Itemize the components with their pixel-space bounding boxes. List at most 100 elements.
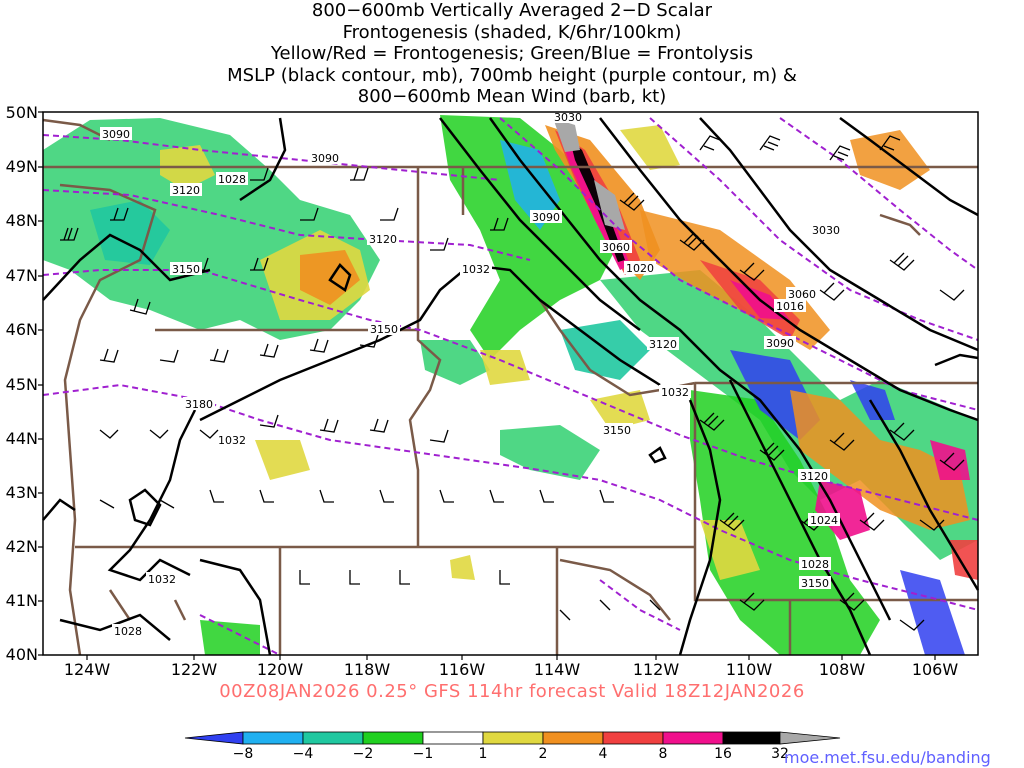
- colorbar-label: 16: [714, 746, 732, 762]
- height-label: 3150: [799, 576, 831, 590]
- svg-text:3090: 3090: [532, 211, 560, 224]
- colorbar-label: 32: [771, 746, 789, 762]
- mslp-label: 1032: [659, 385, 691, 399]
- frontogenesis-region: [930, 440, 970, 480]
- political-borders: [42, 118, 978, 656]
- lat-label: 40N: [5, 645, 38, 664]
- lat-label: 50N: [5, 103, 38, 122]
- svg-text:3120: 3120: [649, 338, 677, 351]
- svg-text:3030: 3030: [812, 224, 840, 237]
- colorbar-label: −8: [232, 746, 254, 762]
- height-label: 3060: [600, 240, 632, 254]
- frontogenesis-region: [850, 130, 930, 190]
- lon-label: 106W: [911, 660, 959, 679]
- svg-text:3090: 3090: [311, 152, 339, 165]
- lat-label: 43N: [5, 483, 38, 502]
- svg-text:1032: 1032: [661, 386, 689, 399]
- lat-label: 48N: [5, 211, 38, 230]
- lon-label: 116W: [438, 660, 486, 679]
- title-line-2: Frontogenesis (shaded, K/6hr/100km): [342, 21, 682, 43]
- colorbar-label: 1: [478, 746, 488, 762]
- colorbar-label: −1: [412, 746, 434, 762]
- height-label: 3060: [786, 287, 818, 301]
- lon-label: 122W: [170, 660, 218, 679]
- frontogenesis-region: [594, 180, 625, 230]
- svg-text:1016: 1016: [776, 300, 804, 313]
- lat-label: 47N: [5, 266, 38, 285]
- contour-labels: 1028 1032 1032 1032 1032 1028 1020 1016 …: [100, 110, 842, 638]
- svg-text:1032: 1032: [218, 434, 246, 447]
- svg-text:3120: 3120: [369, 233, 397, 246]
- colorbar-cell: [542, 731, 604, 745]
- height-label: 3090: [309, 151, 341, 165]
- title-line-4: MSLP (black contour, mb), 700mb height (…: [227, 64, 797, 86]
- frontogenesis-region: [790, 390, 970, 530]
- mslp-label: 1028: [799, 557, 831, 571]
- svg-text:1020: 1020: [626, 262, 654, 275]
- lat-label: 41N: [5, 591, 38, 610]
- frontolysis-region: [690, 390, 880, 655]
- height-label: 3150: [601, 423, 633, 437]
- height-label: 3150: [368, 322, 400, 336]
- frontolysis-region: [90, 200, 170, 265]
- mslp-contours: [42, 116, 980, 656]
- lat-label: 49N: [5, 157, 38, 176]
- lon-label: 112W: [632, 660, 680, 679]
- frontogenesis-region: [620, 125, 680, 170]
- svg-text:1028: 1028: [801, 558, 829, 571]
- frontolysis-region: [500, 140, 560, 230]
- lat-label: 45N: [5, 375, 38, 394]
- colorbar-label: 8: [658, 746, 668, 762]
- colorbar-cell: [242, 731, 304, 745]
- lon-label: 120W: [256, 660, 304, 679]
- lon-label: 124W: [63, 660, 111, 679]
- height-label: 3180: [183, 397, 215, 411]
- colorbar-cell: [482, 731, 544, 745]
- svg-text:3030: 3030: [554, 111, 582, 124]
- colorbar-cell: [722, 731, 781, 745]
- mslp-label: 1020: [624, 261, 656, 275]
- svg-text:3150: 3150: [172, 263, 200, 276]
- colorbar-cell: [302, 731, 364, 745]
- colorbar-label: 2: [538, 746, 548, 762]
- lat-label: 46N: [5, 320, 38, 339]
- mslp-label: 1032: [460, 262, 492, 276]
- colorbar-label: 4: [598, 746, 608, 762]
- map-frame: [42, 111, 979, 656]
- axis-ticks: [38, 111, 936, 660]
- mslp-label: 1016: [774, 299, 806, 313]
- colorbar-label: −4: [292, 746, 314, 762]
- height-label: 3120: [647, 337, 679, 351]
- svg-text:3090: 3090: [102, 128, 130, 141]
- frontolysis-region: [420, 340, 490, 385]
- svg-text:3120: 3120: [172, 184, 200, 197]
- svg-text:3180: 3180: [185, 398, 213, 411]
- colorbar-label: −2: [352, 746, 374, 762]
- lat-label: 42N: [5, 537, 38, 556]
- svg-text:1024: 1024: [810, 514, 838, 527]
- svg-text:1032: 1032: [148, 573, 176, 586]
- lat-label: 44N: [5, 429, 38, 448]
- lon-label: 110W: [725, 660, 773, 679]
- lon-label: 108W: [818, 660, 866, 679]
- title-line-1: 800−600mb Vertically Averaged 2−D Scalar: [311, 0, 713, 21]
- frontogenesis-region: [570, 140, 625, 262]
- mslp-label: 1032: [216, 433, 248, 447]
- svg-text:1028: 1028: [114, 625, 142, 638]
- svg-text:3090: 3090: [766, 337, 794, 350]
- height-label: 3120: [798, 469, 830, 483]
- svg-text:3150: 3150: [603, 424, 631, 437]
- source-url[interactable]: moe.met.fsu.edu/banding: [784, 748, 991, 767]
- frontogenesis-region: [553, 118, 580, 152]
- svg-text:1032: 1032: [462, 263, 490, 276]
- height-label: 3090: [764, 336, 796, 350]
- frontogenesis-region: [480, 350, 530, 385]
- mslp-label: 1028: [216, 172, 248, 186]
- frontogenesis-region: [950, 540, 978, 580]
- map-title: 800−600mb Vertically Averaged 2−D Scalar…: [0, 0, 1024, 108]
- svg-text:1028: 1028: [218, 173, 246, 186]
- mslp-label: 1024: [808, 513, 840, 527]
- height-label: 3120: [367, 232, 399, 246]
- height-label: 3150: [170, 262, 202, 276]
